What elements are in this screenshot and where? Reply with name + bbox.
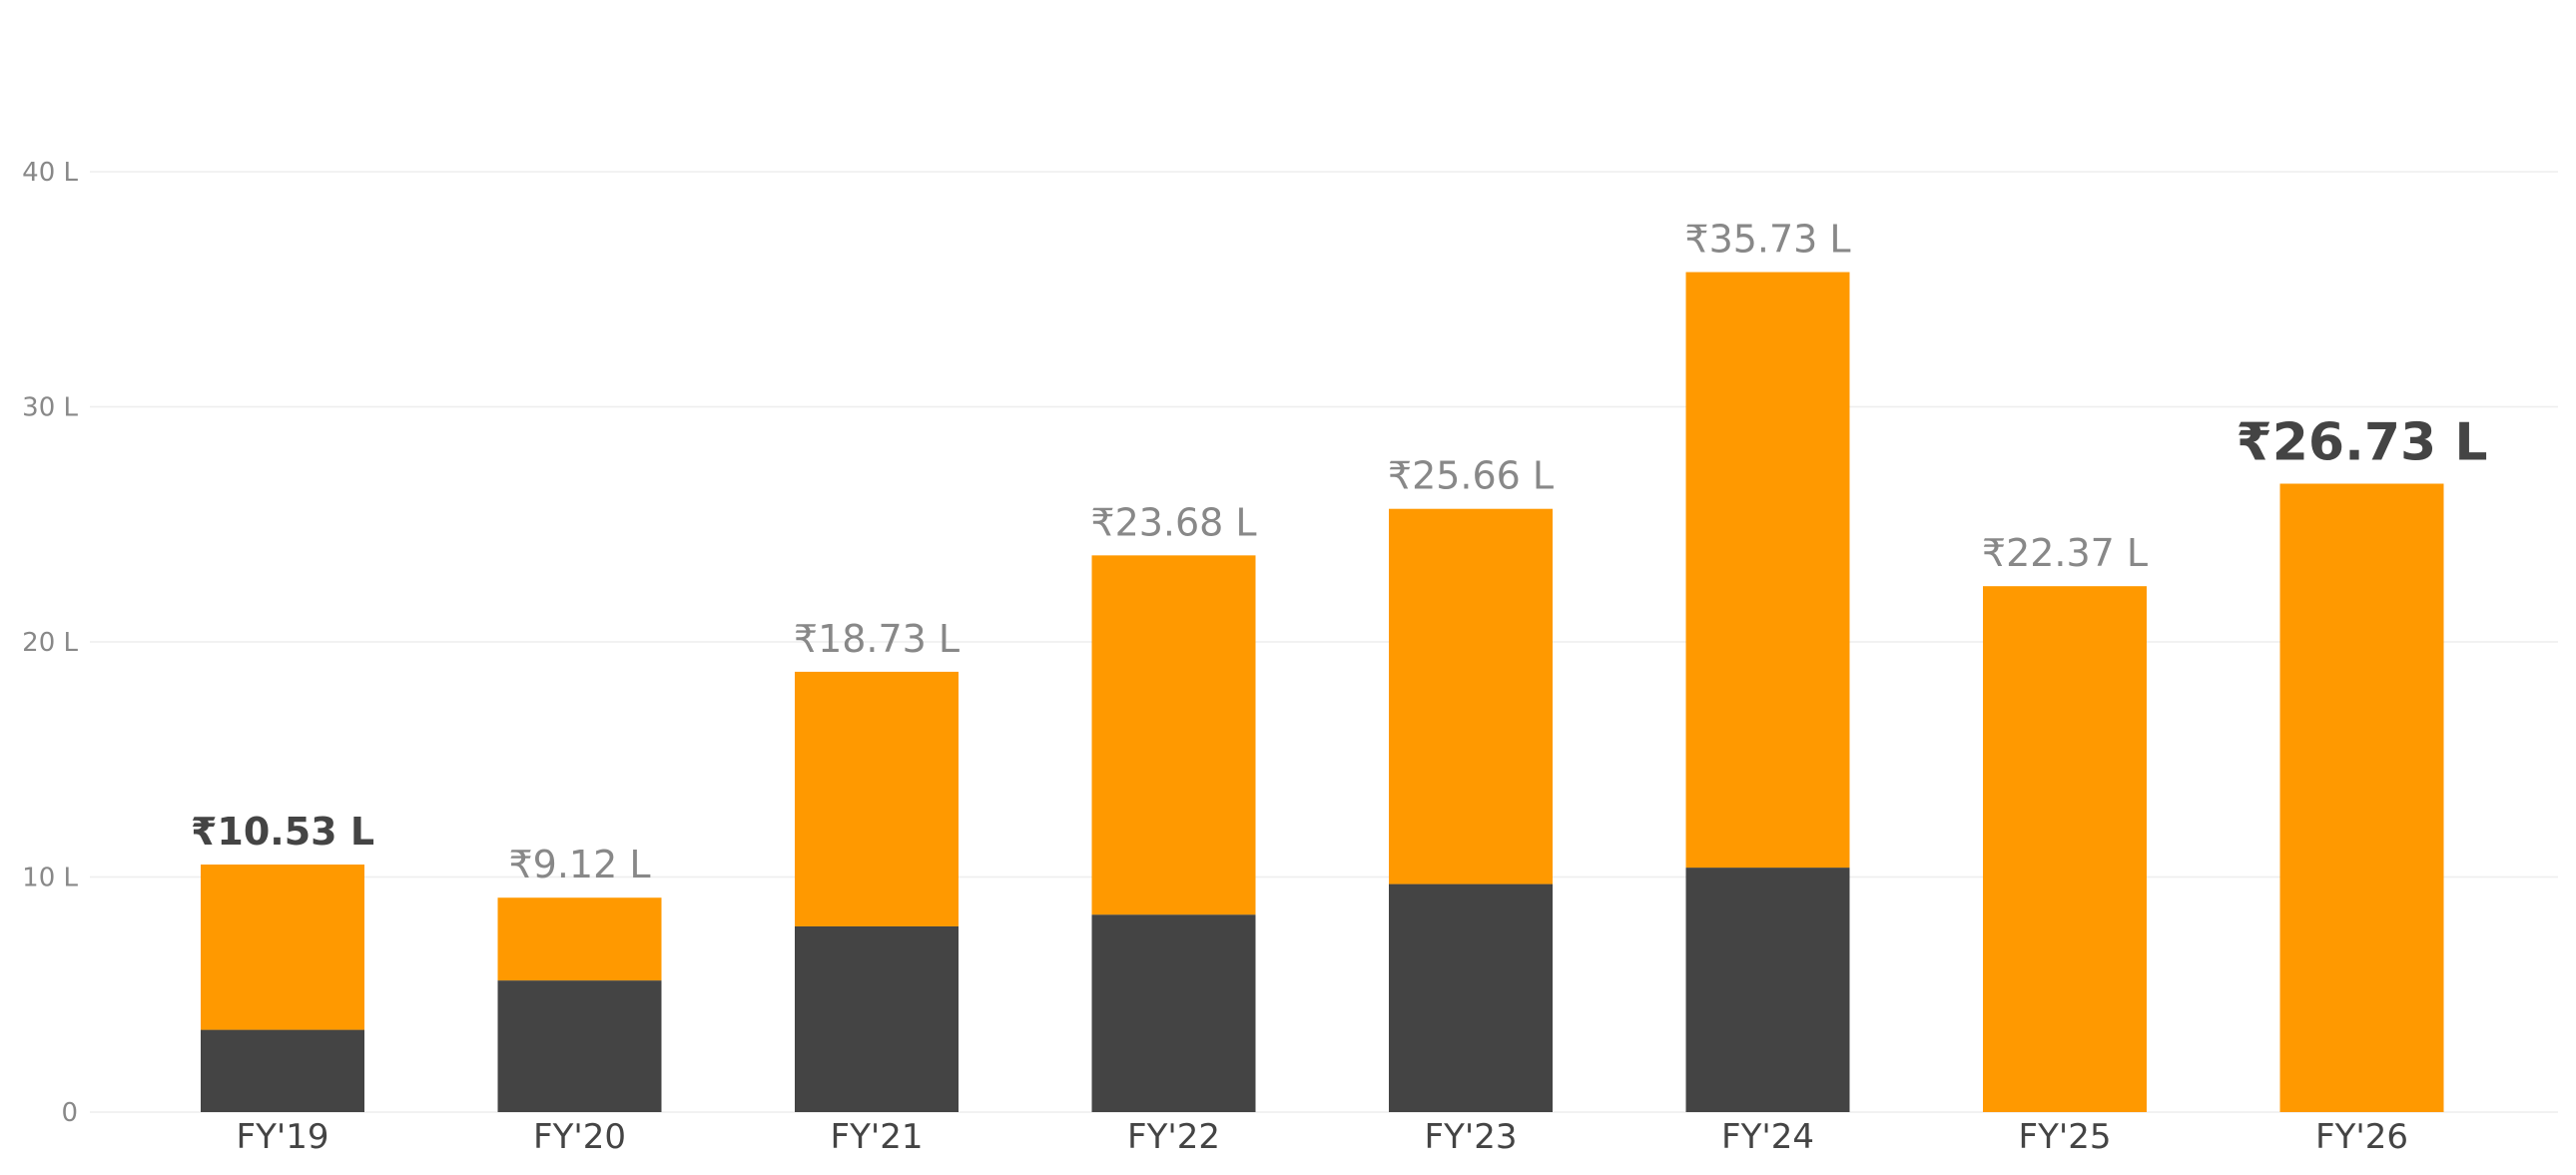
bar-segment-base — [795, 925, 959, 1112]
data-label: ₹26.73 L — [2237, 413, 2488, 473]
bar-segment-top — [497, 897, 662, 981]
y-tick-label: 20 L — [22, 628, 78, 658]
data-label: ₹22.37 L — [1982, 531, 2148, 575]
bar-segment-top — [201, 865, 364, 1030]
x-tick-label: FY'22 — [1127, 1117, 1220, 1157]
bar-segment-top — [795, 671, 959, 926]
bar-segment-top — [2279, 483, 2444, 1112]
bars-layer — [201, 272, 2444, 1112]
bar-segment-base — [1389, 883, 1553, 1112]
data-label: ₹23.68 L — [1090, 500, 1256, 544]
data-label: ₹25.66 L — [1388, 454, 1554, 498]
x-tick-label: FY'23 — [1425, 1117, 1518, 1157]
data-label: ₹18.73 L — [794, 617, 960, 661]
bar-segment-base — [1091, 914, 1256, 1112]
x-tick-label: FY'25 — [2019, 1117, 2112, 1157]
bar-segment-top — [1983, 586, 2147, 1112]
x-tick-label: FY'24 — [1721, 1117, 1814, 1157]
data-label: ₹9.12 L — [508, 843, 650, 886]
x-tick-label: FY'20 — [533, 1117, 626, 1157]
x-tick-label: FY'21 — [831, 1117, 924, 1157]
bar-segment-base — [497, 980, 662, 1112]
x-tick-label: FY'26 — [2315, 1117, 2408, 1157]
y-tick-label: 30 L — [22, 393, 78, 423]
bar-segment-top — [1091, 555, 1256, 915]
bar-segment-top — [1685, 272, 1850, 869]
bar-segment-top — [1389, 508, 1553, 884]
bar-segment-base — [201, 1029, 364, 1112]
x-tick-label: FY'19 — [237, 1117, 329, 1157]
data-label: ₹10.53 L — [191, 810, 374, 854]
data-labels-layer: ₹10.53 L ₹9.12 L ₹18.73 L ₹23.68 L ₹25.66 L ₹… — [191, 218, 2488, 887]
grid-layer — [90, 171, 2558, 1113]
x-axis: FY'19 FY'20 FY'21 FY'22 FY'23 FY'24 FY'25 FY'26 — [237, 1117, 2408, 1157]
bar-segment-base — [1685, 868, 1850, 1112]
data-label: ₹35.73 L — [1684, 218, 1850, 262]
y-tick-label: 10 L — [22, 864, 78, 893]
y-tick-label: 40 L — [22, 158, 78, 188]
y-axis: 0 10 L 20 L 30 L 40 L — [22, 158, 78, 1128]
y-tick-label: 0 — [61, 1098, 78, 1128]
